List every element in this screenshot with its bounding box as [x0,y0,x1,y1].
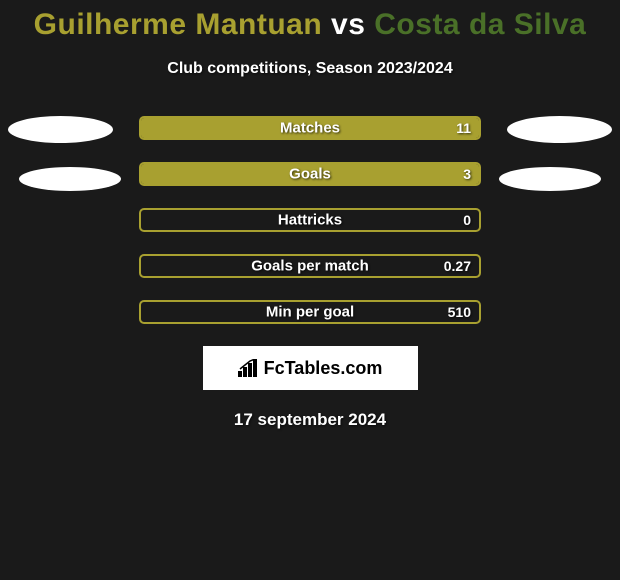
stat-label: Goals per match [251,258,369,275]
comparison-infographic: Guilherme Mantuan vs Costa da Silva Club… [0,0,620,580]
stat-value: 0 [463,212,471,228]
stat-value: 510 [448,304,471,320]
player1-name: Guilherme Mantuan [34,8,323,41]
stat-label: Goals [289,166,331,183]
player1-badge-bottom [19,167,121,191]
stat-bar: Matches 11 [139,116,481,140]
stat-bar: Goals 3 [139,162,481,186]
stat-label: Hattricks [278,212,342,229]
stat-bars: Matches 11 Goals 3 Hattricks 0 Goals per match… [139,116,481,324]
stat-value: 0.27 [444,258,471,274]
stat-label: Min per goal [266,304,354,321]
player1-badge-top [8,116,113,143]
stat-value: 11 [456,120,471,136]
brand-logo: FcTables.com [238,358,383,379]
subtitle: Club competitions, Season 2023/2024 [0,60,620,78]
vs-separator: vs [331,8,365,41]
date-text: 17 september 2024 [0,410,620,430]
stat-label: Matches [280,120,340,137]
player2-badge-top [507,116,612,143]
logo-text: FcTables.com [264,358,383,379]
stat-value: 3 [463,166,471,182]
stat-bar: Min per goal 510 [139,300,481,324]
page-title: Guilherme Mantuan vs Costa da Silva [0,0,620,42]
player2-badge-bottom [499,167,601,191]
logo-box: FcTables.com [203,346,418,390]
chart-icon [238,359,260,377]
stat-bar: Goals per match 0.27 [139,254,481,278]
player2-name: Costa da Silva [374,8,586,41]
stats-area: Matches 11 Goals 3 Hattricks 0 Goals per match… [0,116,620,324]
stat-bar: Hattricks 0 [139,208,481,232]
